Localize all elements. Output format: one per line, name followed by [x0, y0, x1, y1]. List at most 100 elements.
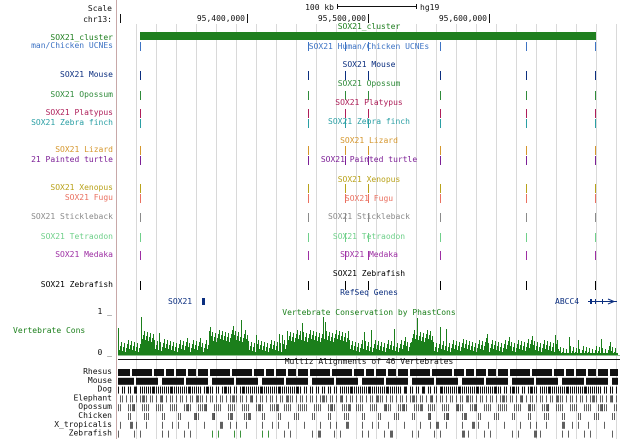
multiz-alignment-block: [298, 377, 300, 385]
multiz-alignment-block: [332, 377, 334, 385]
conservation-bar: [320, 342, 321, 355]
conservation-bar: [283, 344, 284, 355]
conservation-bar: [313, 331, 314, 355]
track-label-sox21-mouse[interactable]: SOX21 Mouse: [60, 70, 113, 79]
conservation-bar: [554, 352, 555, 355]
multiz-species-dog[interactable]: Dog: [98, 385, 113, 394]
multiz-alignment-block: [482, 377, 484, 385]
track-label-sox21-opossum[interactable]: SOX21 Opossum: [50, 90, 113, 99]
conservation-bar: [491, 344, 492, 355]
multiz-alignment-block: [162, 386, 163, 394]
multiz-alignment-block: [244, 413, 245, 420]
conservation-bar: [423, 333, 424, 355]
conservation-bar: [471, 346, 472, 355]
conservation-bar: [195, 345, 196, 355]
multiz-alignment-block: [150, 395, 151, 403]
multiz-alignment-block: [414, 404, 415, 412]
multiz-alignment-block: [566, 386, 569, 394]
multiz-alignment-block: [180, 377, 182, 385]
multiz-alignment-block: [156, 404, 157, 412]
multiz-species-rhesus[interactable]: Rhesus: [83, 367, 112, 376]
multiz-alignment-block: [444, 413, 445, 420]
multiz-species-elephant[interactable]: Elephant: [73, 393, 112, 402]
track-label-sox21-cluster[interactable]: SOX21_cluster: [50, 33, 113, 42]
multiz-alignment-block: [256, 404, 257, 412]
multiz-alignment-block: [176, 369, 178, 376]
conservation-bar: [179, 344, 180, 355]
multiz-species-zebrafish[interactable]: Zebrafish: [69, 429, 113, 438]
multiz-species-chicken[interactable]: Chicken: [78, 411, 112, 420]
multiz-alignment-block: [376, 377, 378, 385]
multiz-alignment-block: [322, 377, 324, 385]
multiz-alignment-block: [440, 377, 442, 385]
conservation-bar: [617, 353, 618, 355]
track-label-sox21-stickleback[interactable]: SOX21 Stickleback: [31, 212, 113, 221]
conservation-bar: [460, 351, 461, 355]
multiz-alignment-block: [436, 421, 439, 429]
sox21-cluster-bar[interactable]: [140, 32, 596, 40]
multiz-species-opossum[interactable]: Opossum: [78, 402, 112, 411]
multiz-alignment-block: [570, 386, 571, 394]
multiz-alignment-block: [168, 377, 170, 385]
multiz-alignment-block: [558, 404, 559, 412]
track-label-sox21-lizard[interactable]: SOX21 Lizard: [55, 145, 113, 154]
conservation-bar: [200, 338, 201, 355]
conservation-bar: [432, 336, 433, 355]
conservation-bar: [189, 343, 190, 355]
multiz-alignment-block: [168, 386, 169, 394]
multiz-alignment-block: [430, 413, 431, 420]
conservation-bar: [286, 345, 287, 355]
track-label-sox21-medaka[interactable]: SOX21 Medaka: [55, 250, 113, 259]
conservation-bar: [347, 338, 348, 355]
conservation-bar: [405, 337, 406, 355]
multiz-alignment-block: [382, 386, 383, 394]
multiz-alignment-block: [412, 377, 414, 385]
multiz-alignment-block: [490, 377, 492, 385]
track-label-sox21-fugu[interactable]: SOX21 Fugu: [65, 193, 113, 202]
multiz-alignment-block: [276, 377, 278, 385]
multiz-alignment-block: [140, 377, 142, 385]
multiz-alignment-block: [458, 404, 459, 412]
conservation-bar: [454, 349, 455, 355]
multiz-alignment-block: [428, 377, 430, 385]
multiz-alignment-block: [460, 395, 461, 403]
multiz-alignment-block: [494, 377, 496, 385]
multiz-alignment-block: [424, 377, 426, 385]
track-label-sox21-zebrafish[interactable]: SOX21 Zebrafish: [41, 280, 113, 289]
multiz-species-mouse[interactable]: Mouse: [88, 376, 112, 385]
multiz-alignment-block: [526, 377, 528, 385]
track-label-sox21-zebra-finch[interactable]: SOX21 Zebra finch: [31, 118, 113, 127]
conservation-bar: [130, 345, 131, 355]
multiz-alignment-block: [204, 369, 206, 376]
conservation-bar: [547, 341, 548, 355]
multiz-alignment-block: [166, 395, 167, 403]
conservation-bar: [425, 338, 426, 355]
multiz-alignment-block: [532, 395, 533, 403]
multiz-alignment-block: [262, 369, 264, 376]
conservation-bar: [470, 350, 471, 355]
conservation-bar: [261, 341, 262, 355]
multiz-alignment-block: [334, 386, 335, 394]
multiz-alignment-block: [272, 404, 273, 412]
multiz-alignment-block: [120, 404, 121, 412]
multiz-alignment-block: [428, 386, 429, 394]
track-label-sox21-xenopus[interactable]: SOX21 Xenopus: [50, 183, 113, 192]
multiz-alignment-block: [594, 377, 596, 385]
conservation-bar: [237, 336, 238, 355]
conservation-bar: [262, 350, 263, 355]
multiz-alignment-block: [394, 377, 396, 385]
track-label-sox21-painted-turtle[interactable]: 21 Painted turtle: [31, 155, 113, 164]
track-label-sox21-tetraodon[interactable]: SOX21 Tetraodon: [41, 232, 113, 241]
multiz-species-x-tropicalis[interactable]: X_tropicalis: [54, 420, 112, 429]
gene-sox21-mark[interactable]: [202, 298, 205, 305]
multiz-alignment-block: [452, 386, 453, 394]
track-label-sox21-human-chicken-ucnes[interactable]: man/Chicken UCNEs: [31, 41, 113, 50]
multiz-alignment-block: [472, 404, 473, 412]
conservation-bar: [372, 352, 373, 355]
multiz-alignment-block: [462, 369, 464, 376]
multiz-alignment-block: [396, 413, 397, 420]
multiz-alignment-block: [256, 386, 257, 394]
multiz-alignment-block: [200, 395, 201, 403]
conservation-bar: [593, 353, 594, 355]
track-label-sox21-platypus[interactable]: SOX21 Platypus: [46, 108, 114, 117]
